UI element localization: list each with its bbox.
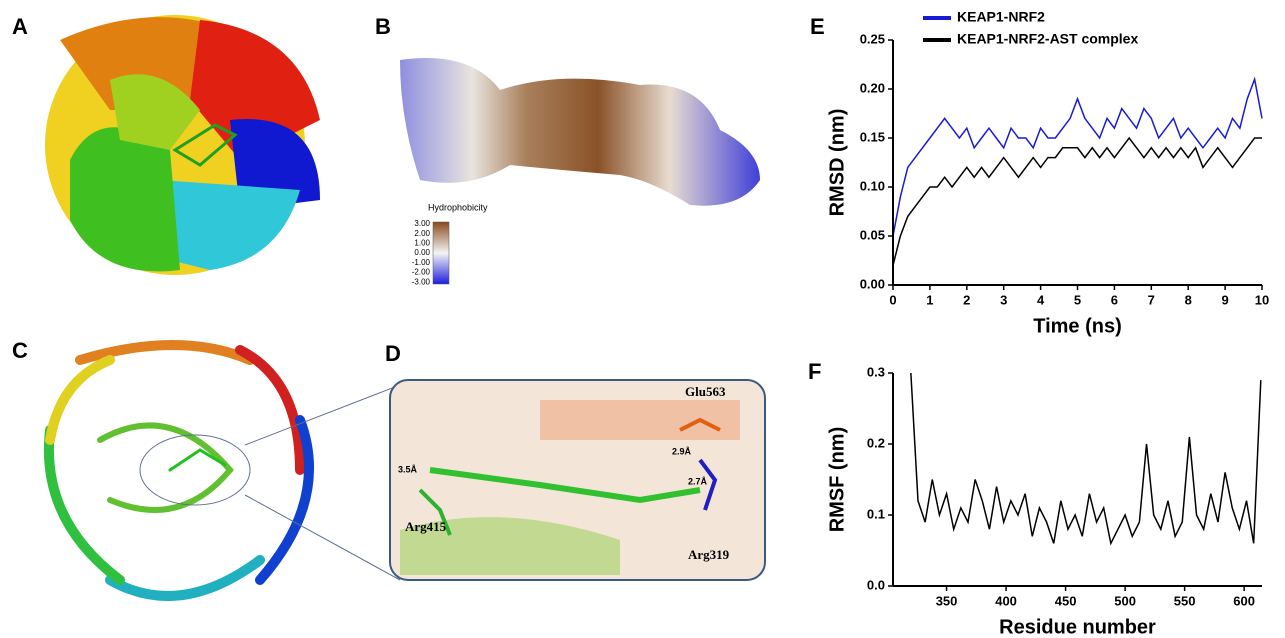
x-tick-label: 0 <box>889 292 896 307</box>
y-tick-label: 0.10 <box>860 178 885 193</box>
legend-tick: 1.00 <box>414 239 430 248</box>
data-line <box>910 372 1262 546</box>
y-tick-label: 0.05 <box>860 227 885 242</box>
panel-label: D <box>385 341 401 366</box>
x-tick-label: 8 <box>1185 292 1192 307</box>
x-axis-title: Residue number <box>999 616 1156 638</box>
x-tick-label: 10 <box>1255 292 1269 307</box>
x-tick-label: 7 <box>1148 292 1155 307</box>
data-line <box>892 76 1263 237</box>
zoom-line <box>244 494 401 581</box>
legend-tick: -2.00 <box>412 268 431 277</box>
data-line <box>892 136 1262 266</box>
panel-label: E <box>810 14 825 39</box>
x-tick-label: 9 <box>1221 292 1228 307</box>
x-tick-label: 3 <box>1000 292 1007 307</box>
legend-tick: -1.00 <box>412 258 431 267</box>
x-tick-label: 5 <box>1074 292 1081 307</box>
x-tick-label: 400 <box>995 593 1017 608</box>
distance-label: 3.5Å <box>398 464 418 474</box>
legend-tick: 0.00 <box>414 248 430 257</box>
hydrophobic-surface <box>400 58 760 285</box>
x-axis-title: Time (ns) <box>1033 315 1122 337</box>
residue-label: Arg415 <box>405 519 447 534</box>
legend-label: KEAP1-NRF2-AST complex <box>957 31 1138 47</box>
interaction-art <box>389 379 766 581</box>
y-tick-label: 0.25 <box>860 31 885 46</box>
x-tick-label: 550 <box>1174 593 1196 608</box>
x-tick-label: 4 <box>1037 292 1045 307</box>
y-axis-title: RMSD (nm) <box>826 109 848 217</box>
legend-tick: 2.00 <box>414 229 430 238</box>
y-tick-label: 0.2 <box>867 435 885 450</box>
legend-title: Hydrophobicity <box>428 202 488 212</box>
y-tick-label: 0.20 <box>860 80 885 95</box>
y-axis-title: RMSF (nm) <box>826 427 848 533</box>
ribbon-art <box>43 340 314 601</box>
x-tick-label: 500 <box>1114 593 1136 608</box>
legend-label: KEAP1-NRF2 <box>957 9 1045 25</box>
panel-label: A <box>12 14 28 39</box>
y-tick-label: 0.3 <box>867 364 885 379</box>
zoom-line <box>244 384 401 446</box>
legend-tick: -3.00 <box>412 277 431 286</box>
surface-art <box>45 15 320 275</box>
panel-label: B <box>375 14 391 39</box>
y-tick-label: 0.15 <box>860 129 885 144</box>
distance-label: 2.7Å <box>688 476 708 486</box>
x-tick-label: 2 <box>963 292 970 307</box>
y-tick-label: 0.1 <box>867 506 885 521</box>
residue-label: Glu563 <box>685 384 726 399</box>
x-tick-label: 6 <box>1111 292 1118 307</box>
legend-tick: 3.00 <box>414 219 430 228</box>
x-tick-label: 350 <box>936 593 958 608</box>
distance-label: 2.9Å <box>672 446 692 456</box>
y-tick-label: 0.0 <box>867 577 885 592</box>
y-tick-label: 0.00 <box>860 276 885 291</box>
panel-label: C <box>12 338 28 363</box>
x-tick-label: 600 <box>1233 593 1255 608</box>
x-tick-label: 1 <box>926 292 933 307</box>
panel-label: F <box>808 359 821 384</box>
residue-label: Arg319 <box>688 547 730 562</box>
x-tick-label: 450 <box>1055 593 1077 608</box>
